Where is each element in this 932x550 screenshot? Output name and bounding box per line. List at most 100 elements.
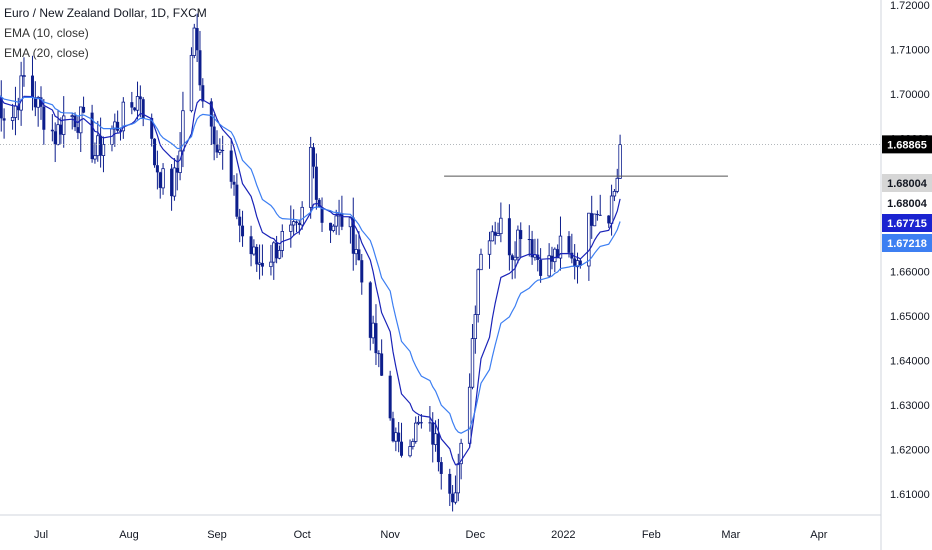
- candle: [155, 150, 159, 190]
- candle: [189, 47, 194, 113]
- candle: [70, 112, 74, 130]
- candle: [36, 95, 40, 127]
- price-tick-label: 1.63000: [890, 400, 930, 412]
- candle: [300, 201, 304, 230]
- candle: [317, 197, 321, 208]
- candle: [320, 197, 324, 232]
- time-tick-label: Aug: [119, 529, 139, 541]
- candle: [241, 210, 245, 247]
- price-tick-label: 1.61000: [890, 489, 930, 501]
- candle: [470, 324, 475, 390]
- candle: [312, 143, 316, 179]
- candle: [414, 416, 418, 444]
- candle: [172, 158, 177, 201]
- price-tick-label: 1.70000: [890, 89, 930, 101]
- candle: [411, 438, 415, 450]
- candles: [0, 13, 622, 512]
- candle: [598, 194, 602, 216]
- price-label-ema20: 1.67218: [882, 234, 932, 252]
- candle: [388, 370, 392, 421]
- candle: [113, 113, 117, 147]
- price-tick-label: 1.64000: [890, 356, 930, 368]
- candle: [380, 339, 384, 376]
- time-tick-label: Oct: [294, 529, 311, 541]
- candle: [436, 418, 440, 472]
- price-tick-label: 1.65000: [890, 311, 930, 323]
- ema10-legend[interactable]: EMA (10, close): [4, 26, 89, 40]
- candle: [487, 231, 492, 269]
- candle: [82, 96, 86, 114]
- candle: [553, 247, 557, 273]
- candle: [578, 258, 582, 269]
- svg-text:1.67218: 1.67218: [887, 238, 927, 250]
- candle: [397, 421, 401, 453]
- candle: [138, 85, 142, 118]
- candle: [493, 221, 497, 245]
- svg-text:1.67715: 1.67715: [887, 218, 927, 230]
- candle: [453, 475, 458, 505]
- candle: [360, 253, 364, 295]
- candle: [175, 155, 179, 191]
- candle: [73, 112, 77, 132]
- candle: [354, 234, 358, 266]
- candle: [2, 108, 6, 139]
- guide-lines: [0, 143, 881, 177]
- candle: [170, 164, 174, 211]
- svg-text:1.68004: 1.68004: [887, 198, 928, 210]
- candle: [289, 205, 293, 248]
- price-tick-label: 1.66000: [890, 267, 930, 279]
- candle: [530, 230, 534, 265]
- candle: [451, 485, 455, 512]
- candle: [30, 55, 34, 111]
- price-tick-label: 1.72000: [890, 0, 930, 12]
- candle: [238, 208, 242, 243]
- candle: [331, 224, 336, 233]
- candle: [547, 243, 551, 278]
- candle: [260, 244, 264, 276]
- candle: [178, 132, 182, 181]
- candle: [496, 222, 500, 237]
- candle: [130, 91, 134, 115]
- ema-lines: [0, 95, 621, 466]
- candle: [269, 244, 273, 276]
- candle: [391, 411, 395, 443]
- candle: [513, 241, 517, 279]
- candle: [615, 168, 619, 194]
- candle: [229, 138, 233, 189]
- symbol-title[interactable]: Euro / New Zealand Dollar, 1D, FXCM: [4, 6, 207, 20]
- candle: [10, 103, 15, 130]
- ema20-legend[interactable]: EMA (20, close): [4, 46, 89, 60]
- candle: [448, 468, 452, 506]
- time-tick-label: Sep: [207, 529, 227, 541]
- candle: [334, 209, 338, 235]
- candle: [76, 116, 80, 140]
- candle: [400, 422, 404, 458]
- candle: [158, 171, 162, 199]
- candle: [39, 86, 43, 120]
- chart-legend[interactable]: Euro / New Zealand Dollar, 1D, FXCM EMA …: [4, 3, 207, 63]
- candle: [133, 107, 137, 112]
- candle: [510, 253, 514, 280]
- price-label-hline-2: 1.68004: [882, 194, 932, 212]
- candle: [476, 268, 480, 323]
- price-tick-label: 1.62000: [890, 445, 930, 457]
- candle: [612, 188, 617, 202]
- ema20-line: [0, 95, 621, 434]
- time-tick-label: Jul: [34, 529, 48, 541]
- candle: [201, 78, 205, 108]
- candle: [50, 114, 54, 142]
- candle: [291, 209, 296, 236]
- candle: [618, 134, 622, 179]
- candle: [59, 117, 63, 144]
- candle: [595, 210, 599, 221]
- candle: [368, 281, 372, 351]
- candle: [416, 415, 421, 426]
- candle: [118, 127, 122, 141]
- candle: [607, 215, 611, 228]
- time-axis[interactable]: Jul Aug Sep Oct Nov Dec 2022 Feb Mar Apr: [0, 514, 881, 541]
- candle: [308, 136, 313, 219]
- candle: [277, 245, 282, 260]
- candle: [499, 202, 503, 243]
- candle: [56, 110, 60, 146]
